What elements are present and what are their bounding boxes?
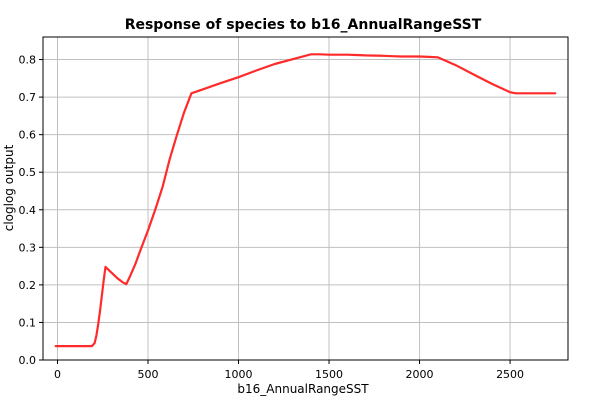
x-tick-label: 0 — [54, 368, 61, 381]
x-tick-label: 1500 — [315, 368, 343, 381]
x-tick-label: 1000 — [225, 368, 253, 381]
y-tick-label: 0.0 — [19, 354, 37, 367]
axis-ticks: 0 500 1000 1500 2000 2500 0.0 0.1 0.2 0.3 0.4 0.5 0.… — [19, 54, 525, 381]
grid — [43, 37, 568, 361]
y-tick-label: 0.6 — [19, 129, 37, 142]
plot-frame — [42, 36, 569, 361]
y-tick-label: 0.1 — [19, 316, 37, 329]
y-tick-label: 0.7 — [19, 91, 37, 104]
y-tick-label: 0.3 — [19, 241, 37, 254]
x-tick-label: 2000 — [406, 368, 434, 381]
y-tick-label: 0.8 — [19, 54, 37, 67]
x-tick-label: 500 — [138, 368, 159, 381]
y-tick-label: 0.5 — [19, 166, 37, 179]
y-axis-label: cloglog output — [2, 144, 16, 231]
y-tick-label: 0.4 — [19, 204, 37, 217]
series-group — [54, 53, 557, 348]
x-tick-label: 2500 — [496, 368, 524, 381]
y-tick-label: 0.2 — [19, 279, 37, 292]
series-line — [54, 53, 557, 348]
x-axis-label: b16_AnnualRangeSST — [237, 382, 369, 396]
chart-title: Response of species to b16_AnnualRangeSS… — [125, 17, 482, 33]
